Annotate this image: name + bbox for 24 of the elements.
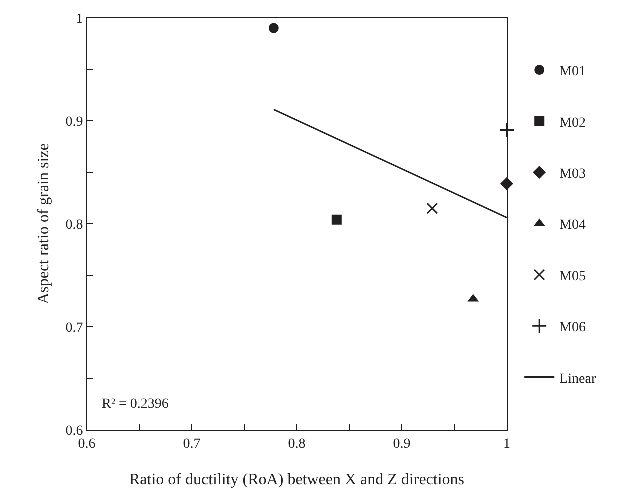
y-tick-label: 0.6 [66,424,84,439]
legend-label: M04 [560,218,586,234]
x-axis-title: Ratio of ductility (RoA) between X and Z directions [129,472,465,488]
legend-label: Linear [560,372,596,387]
y-tick-label: 0.7 [66,320,84,336]
legend-label: M02 [560,116,586,131]
y-tick-label: 0.9 [66,114,84,130]
annotation: R² = 0.2396 [102,397,169,412]
point [332,214,342,225]
x-tick-label: 0.6 [78,436,96,452]
point [499,122,515,138]
legend-label: M05 [560,269,586,284]
legend-label: M03 [560,166,586,182]
legend-label: M06 [560,320,586,336]
point [268,23,279,34]
x-tick-label: 0.9 [393,436,411,452]
point [426,202,438,214]
y-tick-label: 1 [76,12,84,27]
x-tick-label: 1 [504,436,510,452]
x-tick-label: 0.8 [288,436,306,452]
y-axis-title: Aspect ratio of grain size [36,144,53,304]
x-tick-label: 0.7 [183,436,201,452]
y-tick-label: 0.8 [66,218,84,233]
legend-label: M01 [560,64,586,80]
